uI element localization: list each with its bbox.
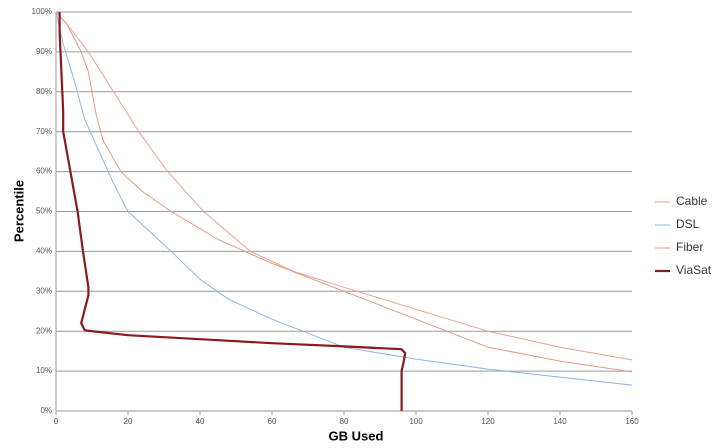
x-tick-label: 100 — [409, 417, 423, 426]
y-tick-label: 100% — [32, 7, 52, 16]
y-tick-label: 70% — [36, 127, 52, 136]
x-tick-label: 40 — [196, 417, 205, 426]
series-line — [55, 11, 633, 361]
x-tick-label: 60 — [268, 417, 277, 426]
legend-label: Cable — [676, 194, 708, 208]
y-tick-label: 90% — [36, 47, 52, 56]
y-tick-label: 60% — [36, 167, 52, 176]
x-tick-label: 80 — [340, 417, 349, 426]
legend-label: DSL — [676, 217, 700, 231]
series-line — [58, 12, 407, 411]
x-axis-title: GB Used — [329, 428, 384, 443]
y-tick-label: 80% — [36, 87, 52, 96]
x-tick-label: 140 — [553, 417, 567, 426]
x-tick-label: 0 — [54, 417, 59, 426]
series-line — [55, 11, 633, 373]
y-tick-label: 10% — [36, 366, 52, 375]
y-tick-label: 50% — [36, 207, 52, 216]
x-tick-label: 120 — [481, 417, 495, 426]
y-tick-label: 0% — [40, 406, 52, 415]
legend-label: ViaSat — [676, 263, 712, 277]
x-tick-label: 160 — [625, 417, 639, 426]
series-line — [55, 11, 633, 386]
y-tick-label: 40% — [36, 247, 52, 256]
y-axis-title: Percentile — [11, 180, 26, 242]
legend-label: Fiber — [676, 240, 703, 254]
y-tick-label: 30% — [36, 286, 52, 295]
x-tick-label: 20 — [124, 417, 133, 426]
y-tick-label: 20% — [36, 326, 52, 335]
